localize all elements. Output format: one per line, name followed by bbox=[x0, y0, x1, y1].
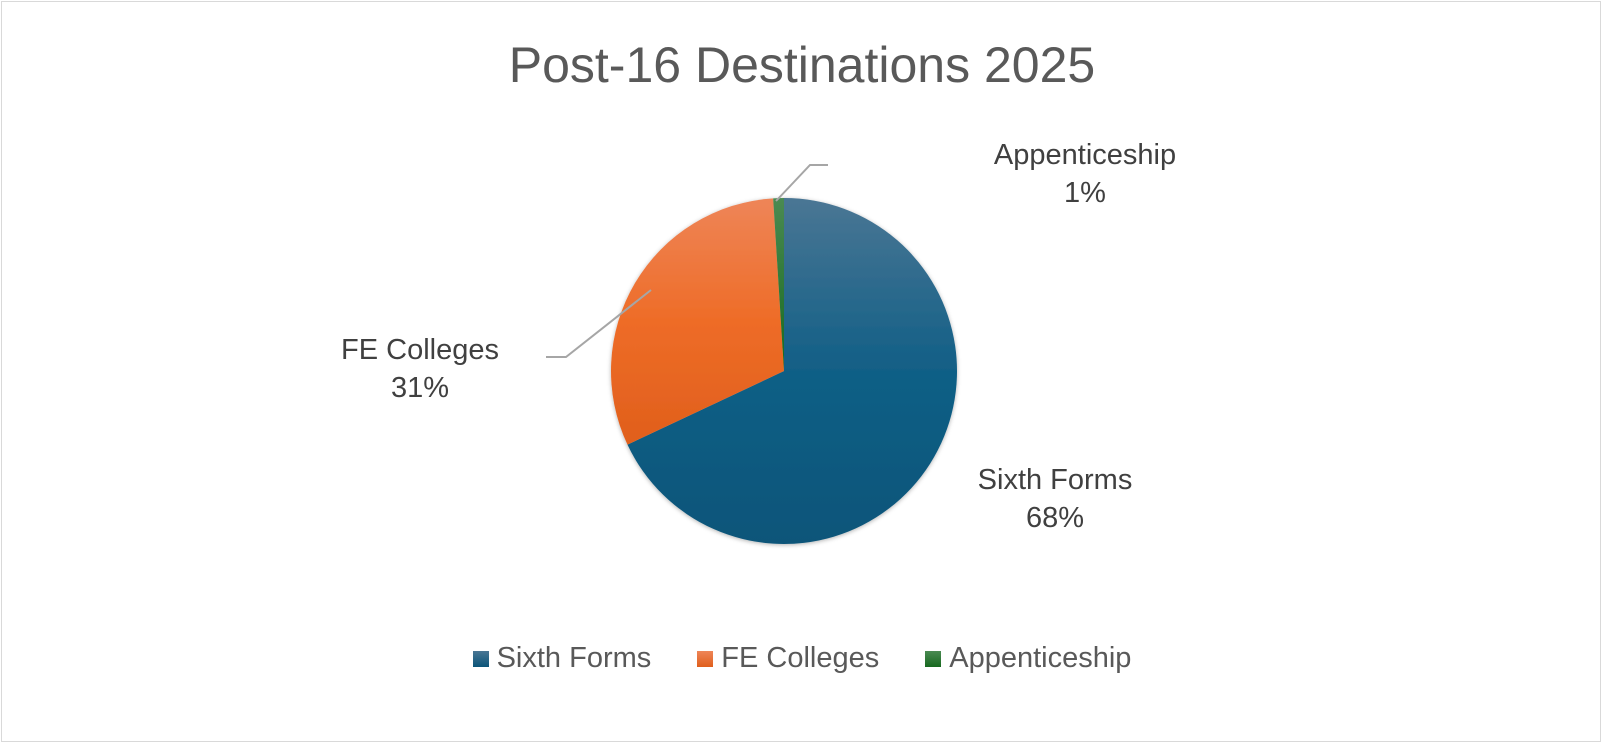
legend-label: Sixth Forms bbox=[496, 642, 652, 674]
data-label-value: 1% bbox=[1064, 177, 1106, 209]
legend-item-sixth-forms: Sixth Forms bbox=[472, 642, 652, 675]
data-label-value: 31% bbox=[390, 372, 450, 404]
pie-slice-appenticeship bbox=[773, 198, 784, 371]
data-label-name: FE Colleges bbox=[341, 334, 499, 366]
legend-label: Appenticeship bbox=[949, 642, 1132, 674]
legend-swatch bbox=[472, 650, 489, 667]
chart-title: Post-16 Destinations 2025 bbox=[508, 37, 1096, 93]
data-label-appenticeship: Appenticeship 1% bbox=[950, 136, 1220, 212]
legend-swatch bbox=[697, 650, 714, 667]
legend: Sixth Forms FE Colleges Appenticeship bbox=[0, 642, 1604, 675]
data-label-name: Appenticeship bbox=[993, 139, 1177, 171]
data-label-value: 68% bbox=[1025, 502, 1085, 534]
legend-item-fe-colleges: FE Colleges bbox=[697, 642, 879, 675]
leader-line-appenticeship bbox=[775, 164, 828, 202]
data-label-fe-colleges: FE Colleges 31% bbox=[290, 331, 550, 407]
leader-line-fe-colleges bbox=[546, 289, 652, 358]
legend-swatch bbox=[925, 650, 942, 667]
pie-slice-fe-colleges bbox=[610, 198, 784, 445]
data-label-sixth-forms: Sixth Forms 68% bbox=[920, 461, 1190, 537]
pie-slice-sixth-forms bbox=[627, 198, 957, 544]
legend-item-appenticeship: Appenticeship bbox=[925, 642, 1131, 675]
data-label-name: Sixth Forms bbox=[977, 464, 1133, 496]
legend-label: FE Colleges bbox=[721, 642, 880, 674]
